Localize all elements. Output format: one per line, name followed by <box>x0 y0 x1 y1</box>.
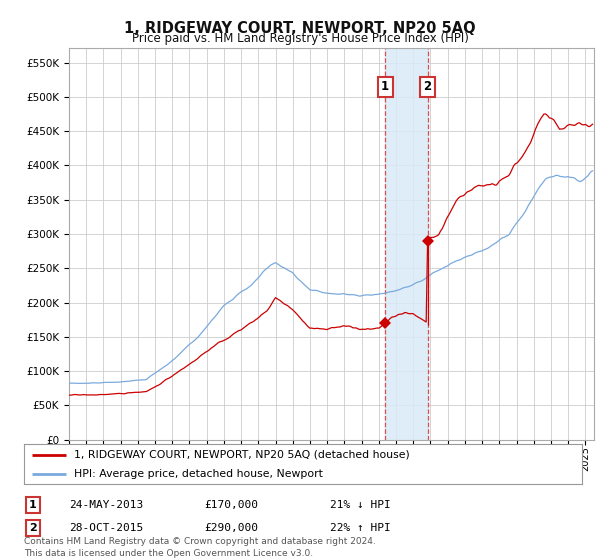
Text: 1: 1 <box>381 80 389 94</box>
Text: 22% ↑ HPI: 22% ↑ HPI <box>330 523 391 533</box>
Bar <box>385 48 428 440</box>
Text: Price paid vs. HM Land Registry's House Price Index (HPI): Price paid vs. HM Land Registry's House … <box>131 32 469 45</box>
Text: 1, RIDGEWAY COURT, NEWPORT, NP20 5AQ (detached house): 1, RIDGEWAY COURT, NEWPORT, NP20 5AQ (de… <box>74 450 410 460</box>
Text: HPI: Average price, detached house, Newport: HPI: Average price, detached house, Newp… <box>74 469 323 478</box>
Text: 24-MAY-2013: 24-MAY-2013 <box>69 500 143 510</box>
Text: 1: 1 <box>29 500 37 510</box>
Text: 1, RIDGEWAY COURT, NEWPORT, NP20 5AQ: 1, RIDGEWAY COURT, NEWPORT, NP20 5AQ <box>124 21 476 36</box>
Text: Contains HM Land Registry data © Crown copyright and database right 2024.
This d: Contains HM Land Registry data © Crown c… <box>24 537 376 558</box>
Text: 28-OCT-2015: 28-OCT-2015 <box>69 523 143 533</box>
Text: 2: 2 <box>29 523 37 533</box>
Text: £290,000: £290,000 <box>204 523 258 533</box>
Text: 21% ↓ HPI: 21% ↓ HPI <box>330 500 391 510</box>
Text: £170,000: £170,000 <box>204 500 258 510</box>
Text: 2: 2 <box>424 80 431 94</box>
